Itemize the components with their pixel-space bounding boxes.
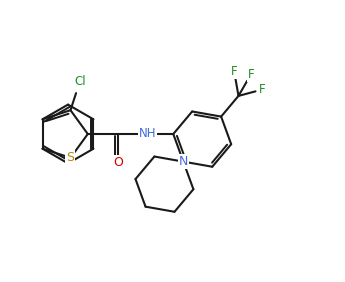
Text: O: O xyxy=(113,156,123,169)
Text: NH: NH xyxy=(139,127,157,140)
Text: F: F xyxy=(259,83,266,96)
Text: F: F xyxy=(247,68,254,81)
Text: N: N xyxy=(179,155,188,168)
Text: Cl: Cl xyxy=(74,75,86,88)
Text: S: S xyxy=(67,151,75,164)
Text: F: F xyxy=(231,65,237,78)
